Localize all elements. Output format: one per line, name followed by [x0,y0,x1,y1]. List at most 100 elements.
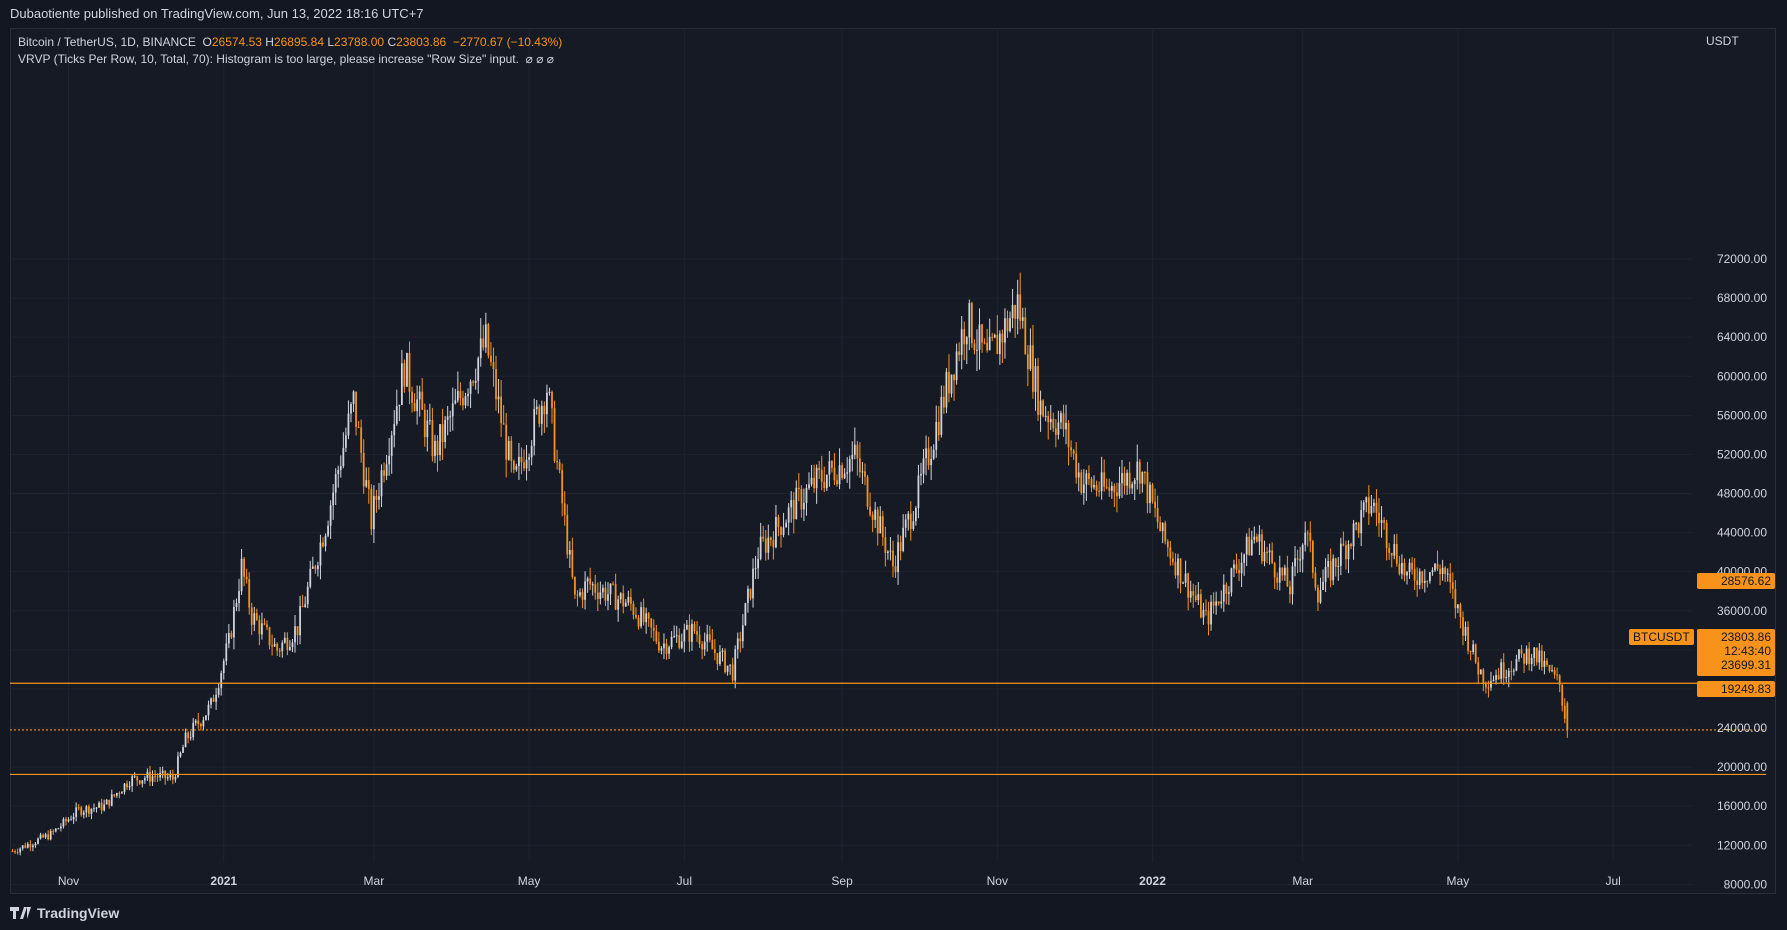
candle-body [1538,650,1541,663]
candle-body [490,355,492,363]
candle-body [1449,573,1452,583]
price-tick-label: 8000.00 [1724,877,1768,891]
candle-body [352,391,355,405]
candle-body [21,845,24,849]
candle-body [747,588,749,604]
candle-body [52,831,55,833]
candle-body [1179,558,1182,584]
candle-body [11,851,14,853]
candle-body [523,462,525,469]
candle-body [189,737,192,739]
candle-body [14,851,16,853]
candle-body [1551,670,1553,672]
candle-body [1546,660,1548,665]
candle-body [278,650,281,652]
candle-body [449,416,452,418]
candle-body [1004,318,1006,343]
candle-body [981,324,983,343]
candle-body [233,607,235,638]
candle-body [1548,664,1551,671]
candle-body [398,404,401,407]
candle-body [1253,536,1256,540]
candle-body [301,606,304,608]
candle-body [311,566,314,569]
candle-body [739,638,742,642]
candle-body [182,747,184,753]
horizontal-levels [10,682,1766,776]
candle-body [255,613,258,620]
candle-body [1271,550,1274,563]
candle-body [843,473,846,479]
candle-body [866,476,869,507]
candle-body [640,607,642,627]
candle-body [741,625,744,642]
legend-close-label: C [387,35,397,49]
candle-body [1515,659,1518,671]
candle-body [143,778,146,781]
candle-body [558,462,561,471]
candle-body [487,324,490,356]
candle-body [421,391,424,410]
candle-body [1446,573,1449,575]
publisher-line: Dubaotiente published on TradingView.com… [10,6,424,21]
candle-body [306,586,309,605]
candle-body [1243,554,1246,563]
candle-body [434,440,436,457]
candle-body [551,391,553,409]
candle-body [271,645,273,647]
candle-body [1095,484,1098,491]
candle-body [1093,484,1095,488]
candle-body [663,643,665,649]
candle-body [131,776,134,787]
candle-body [19,848,22,853]
candle-body [1174,562,1177,576]
candle-body [248,579,251,608]
candle-body [1525,648,1528,664]
candle-body [495,368,497,400]
candle-body [258,619,261,635]
candle-body [240,558,243,592]
legend-indicator-row[interactable]: VRVP (Ticks Per Row, 10, Total, 70): His… [18,51,562,68]
candle-body [548,391,551,393]
candle-body [963,329,966,345]
candle-body [795,487,798,520]
candle-body [65,818,67,822]
candle-body [960,329,963,355]
candle-body [708,634,711,640]
candle-body [1227,592,1230,594]
candle-body [93,808,95,810]
candle-body [276,643,279,651]
candle-body [1098,490,1100,492]
candle-body [403,363,406,387]
candle-body [1314,572,1317,588]
candle-body [1337,565,1340,567]
candle-body [1406,571,1408,576]
candle-body [253,613,256,625]
candle-body [156,776,159,778]
indicator-flags[interactable]: ⌀ ⌀ ⌀ [525,52,554,66]
candle-body [571,550,574,577]
candle-body [1088,473,1090,479]
candle-body [57,828,60,830]
candle-body [983,342,986,344]
candle-body [688,624,691,642]
candle-body [1197,594,1200,601]
candle-body [482,338,485,348]
candle-body [897,542,899,573]
tradingview-footer[interactable]: TradingView [10,902,119,924]
candle-body [678,635,681,648]
candle-body [329,505,332,526]
candle-body [1034,366,1037,392]
candle-body [706,634,709,642]
candle-body [859,458,861,473]
candle-body [713,649,716,654]
candle-body [533,409,536,446]
chart-frame [10,28,1776,894]
candle-body [1037,366,1039,415]
candle-body [456,390,459,401]
candle-body [1266,551,1268,553]
candle-body [1472,644,1475,652]
candle-body [1172,558,1174,563]
candle-body [1383,520,1385,523]
